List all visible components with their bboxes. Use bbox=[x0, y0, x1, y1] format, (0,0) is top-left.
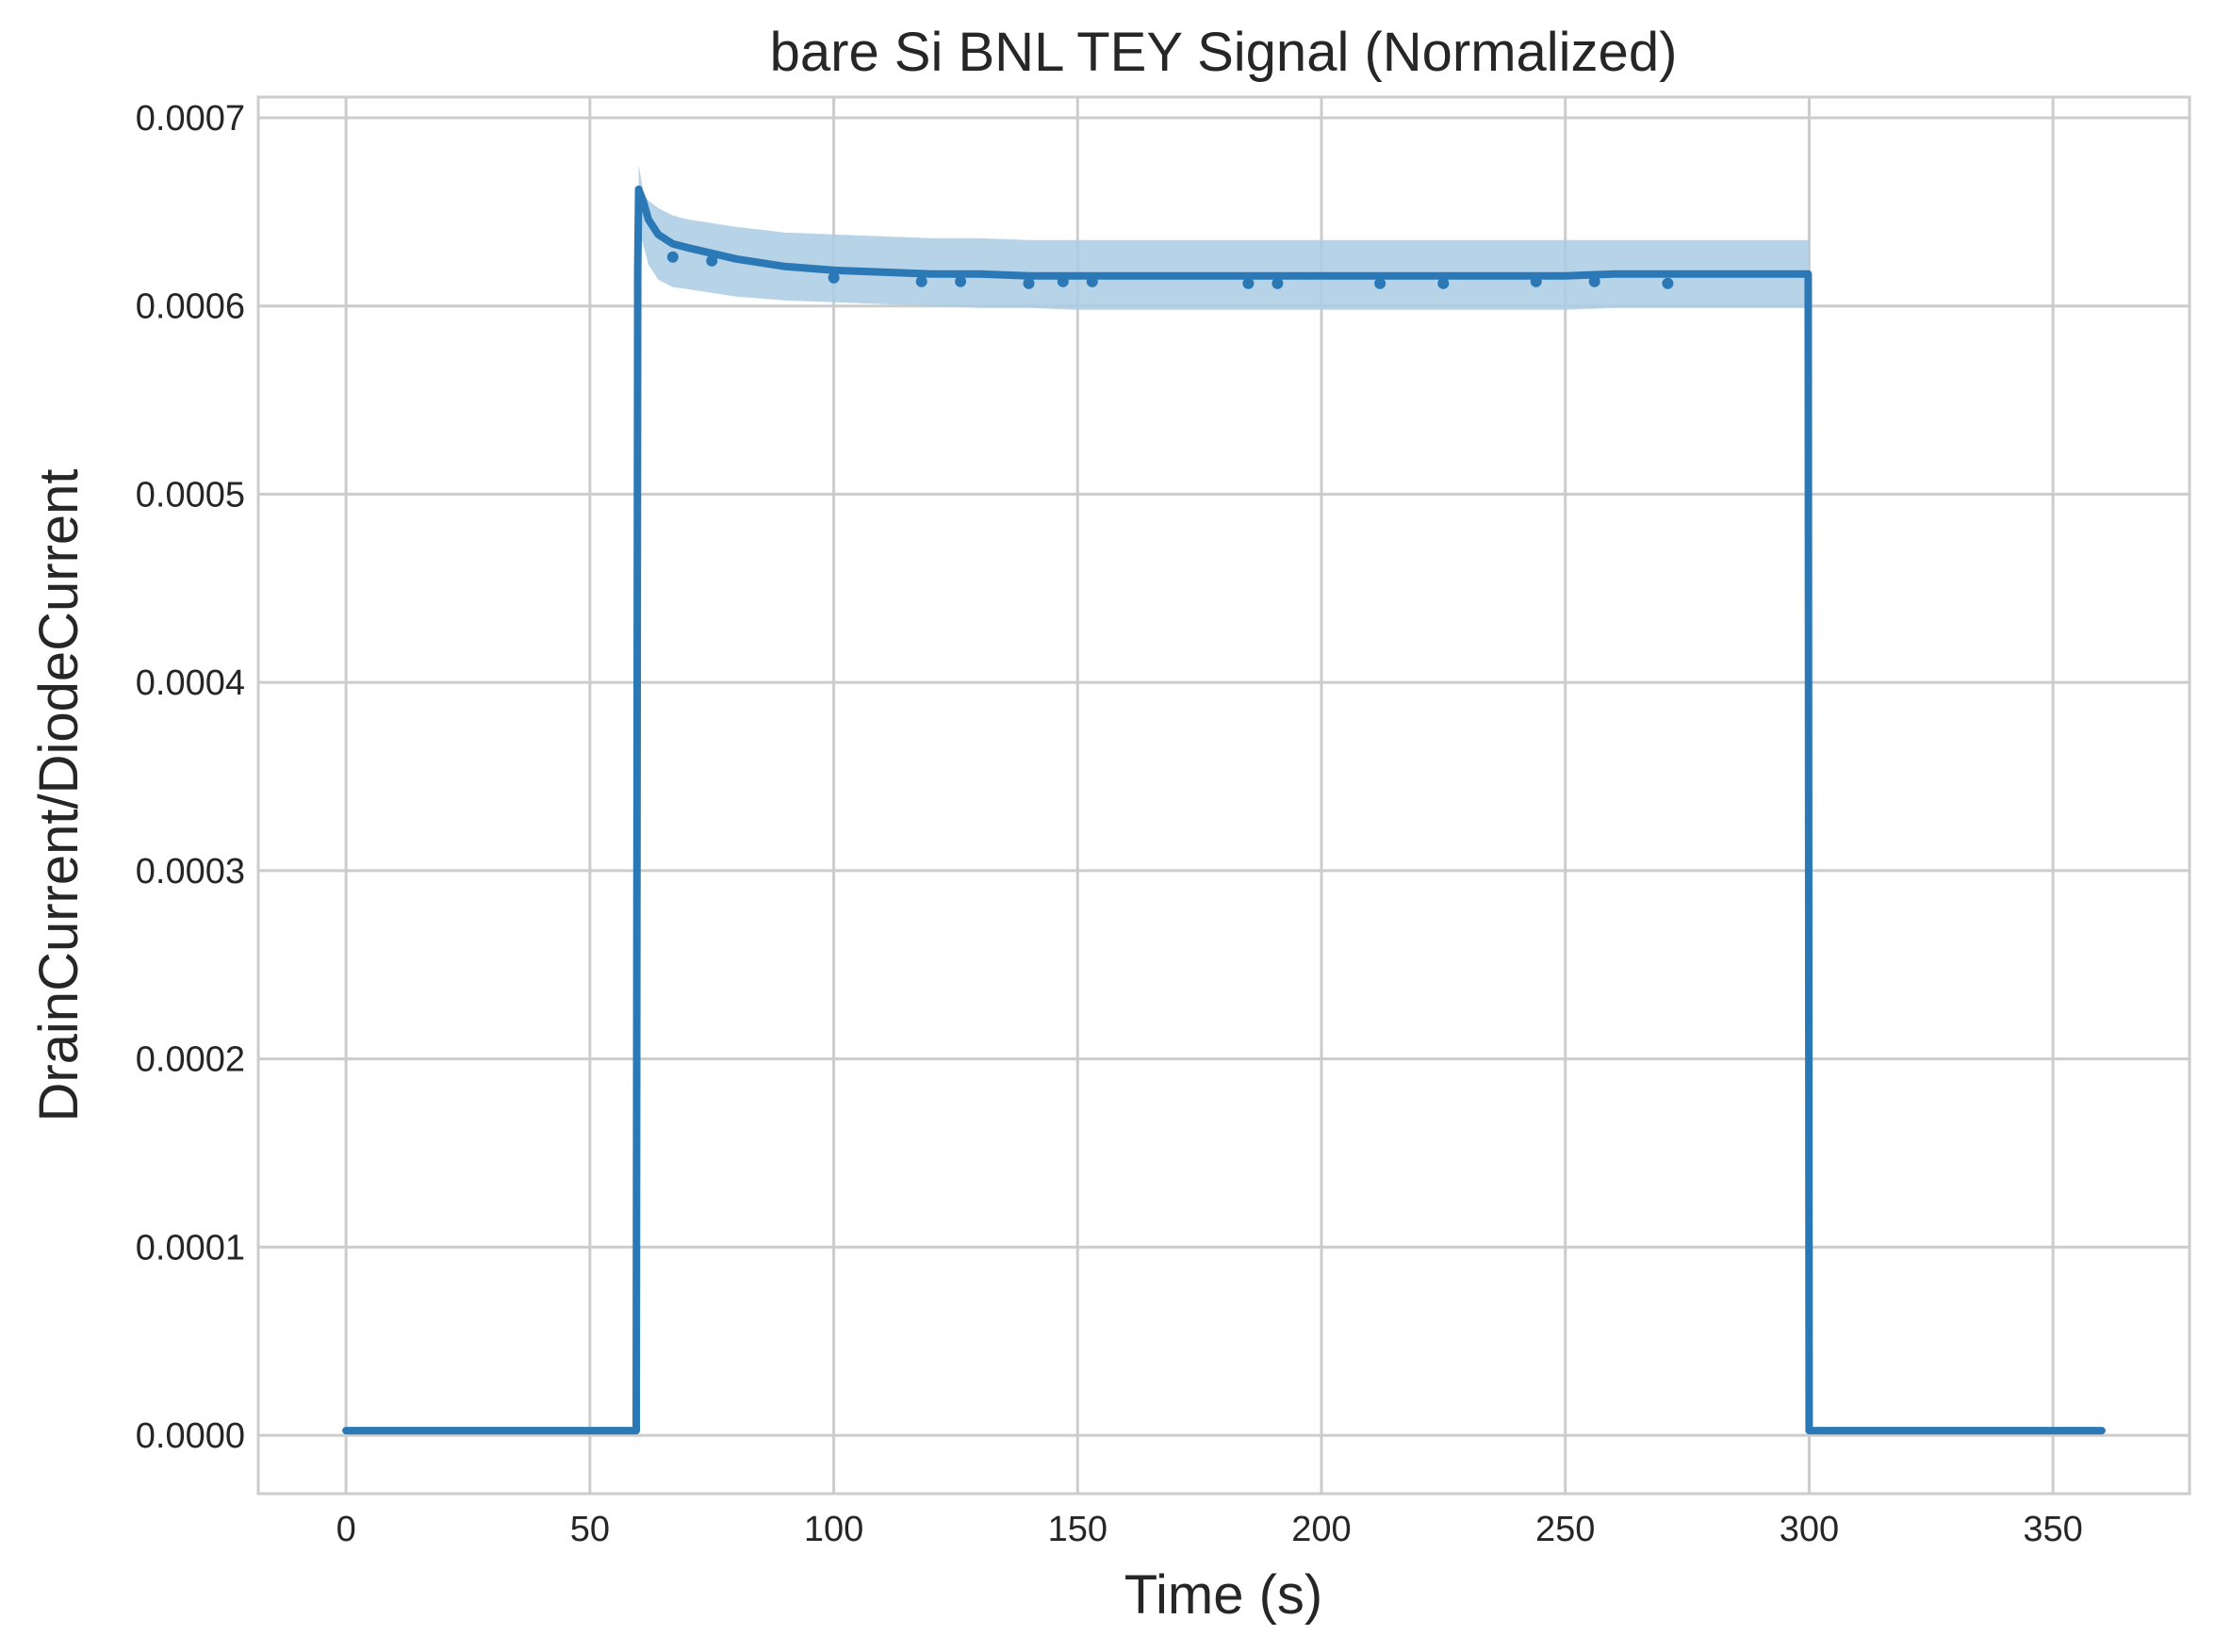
series-layer bbox=[342, 185, 2106, 1435]
x-tick-label: 0 bbox=[336, 1510, 356, 1549]
y-axis-label: DrainCurrent/DiodeCurrent bbox=[28, 468, 90, 1121]
series-line bbox=[342, 185, 2106, 1435]
data-point bbox=[1242, 277, 1255, 289]
y-tick-label: 0.0004 bbox=[136, 663, 245, 703]
plot-frame bbox=[256, 95, 2191, 1496]
data-point bbox=[1374, 277, 1386, 289]
data-point bbox=[1662, 277, 1674, 289]
data-point bbox=[1023, 277, 1035, 289]
confidence-band bbox=[638, 164, 1810, 310]
y-tick-label: 0.0003 bbox=[136, 852, 245, 891]
x-tick-label: 200 bbox=[1291, 1510, 1351, 1549]
data-point bbox=[828, 271, 840, 284]
data-point bbox=[955, 275, 967, 287]
data-point bbox=[666, 251, 679, 263]
y-tick-label: 0.0001 bbox=[136, 1228, 245, 1268]
y-tick-label: 0.0000 bbox=[136, 1416, 245, 1456]
data-point bbox=[1530, 275, 1542, 287]
y-axis-ticks: 0.0000 0.0001 0.0002 0.0003 0.0004 0.0005 0.00… bbox=[136, 99, 245, 1456]
x-axis-ticks: 0 50 100 150 200 250 300 350 bbox=[336, 1510, 2083, 1549]
x-tick-label: 300 bbox=[1780, 1510, 1839, 1549]
x-tick-label: 50 bbox=[570, 1510, 610, 1549]
x-tick-label: 150 bbox=[1048, 1510, 1108, 1549]
confidence-band-layer bbox=[638, 164, 1810, 310]
data-point bbox=[1057, 275, 1069, 287]
data-point bbox=[1086, 275, 1098, 287]
y-tick-label: 0.0002 bbox=[136, 1040, 245, 1080]
x-tick-label: 350 bbox=[2023, 1510, 2082, 1549]
y-tick-label: 0.0006 bbox=[136, 287, 245, 327]
x-axis-label: Time (s) bbox=[1124, 1564, 1322, 1626]
data-point bbox=[1588, 275, 1600, 287]
x-tick-label: 100 bbox=[804, 1510, 863, 1549]
y-tick-label: 0.0005 bbox=[136, 475, 245, 515]
data-point bbox=[915, 275, 927, 287]
chart-title: bare Si BNL TEY Signal (Normalized) bbox=[770, 22, 1678, 83]
y-tick-label: 0.0007 bbox=[136, 99, 245, 139]
data-point bbox=[706, 254, 718, 267]
data-point bbox=[1272, 277, 1284, 289]
x-tick-label: 250 bbox=[1535, 1510, 1595, 1549]
grid bbox=[258, 97, 2190, 1494]
data-point bbox=[1437, 277, 1450, 289]
